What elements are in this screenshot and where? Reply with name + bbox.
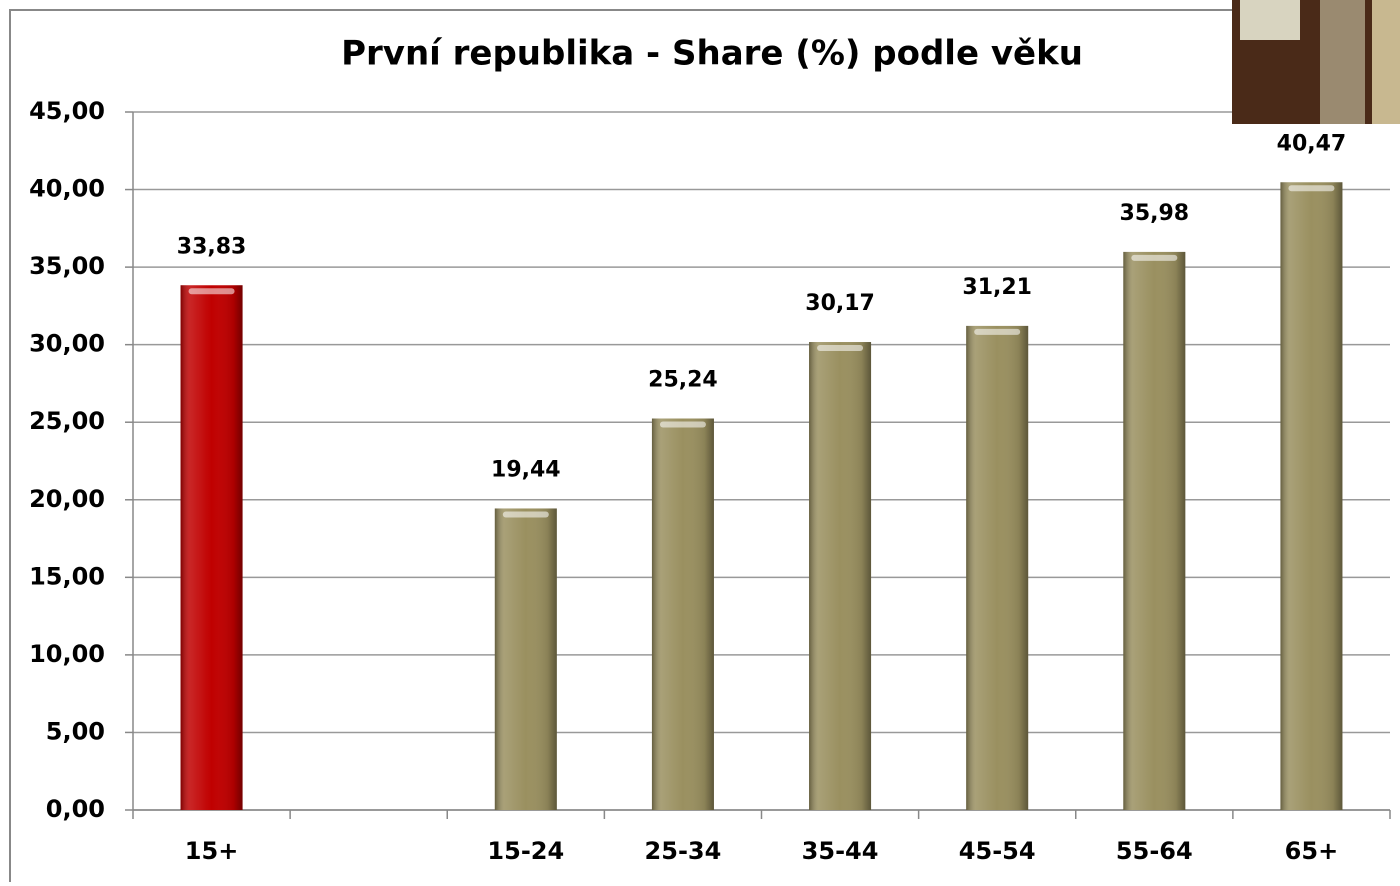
x-tick-label: 15+: [185, 837, 239, 865]
value-label: 25,24: [648, 367, 718, 392]
chart-frame: [9, 9, 1400, 886]
x-tick-label: 25-34: [645, 837, 722, 865]
x-tick-label: 65+: [1285, 837, 1339, 865]
value-label: 33,83: [177, 234, 247, 259]
bar-shade: [494, 508, 557, 810]
bar-shade: [809, 342, 872, 810]
bar-highlight: [659, 421, 706, 428]
value-label: 30,17: [805, 291, 875, 316]
y-tick-label: 5,00: [46, 717, 105, 745]
y-tick-label: 0,00: [46, 795, 105, 823]
x-tick-label: 55-64: [1116, 837, 1193, 865]
bar-highlight: [188, 288, 235, 295]
bar-shade: [1280, 182, 1343, 811]
y-tick-label: 15,00: [29, 562, 105, 590]
photo-thumbnail: [1232, 0, 1400, 124]
bar-shade: [966, 325, 1029, 810]
chart-title: První republika - Share (%) podle věku: [341, 34, 1083, 74]
bar-highlight: [974, 328, 1021, 335]
bar-highlight: [817, 345, 864, 352]
y-tick-label: 20,00: [29, 485, 105, 513]
bar-shade: [651, 418, 714, 810]
x-tick-label: 15-24: [487, 837, 564, 865]
y-tick-label: 45,00: [29, 97, 105, 125]
x-tick-label: 35-44: [802, 837, 879, 865]
value-label: 40,47: [1277, 131, 1347, 156]
bar-highlight: [502, 511, 549, 518]
bar-highlight: [1288, 185, 1335, 192]
y-tick-label: 10,00: [29, 640, 105, 668]
value-label: 19,44: [491, 457, 561, 482]
bar-highlight: [1131, 254, 1178, 261]
y-tick-label: 35,00: [29, 252, 105, 280]
x-tick-label: 45-54: [959, 837, 1036, 865]
y-tick-label: 25,00: [29, 407, 105, 435]
y-tick-label: 40,00: [29, 175, 105, 203]
value-label: 31,21: [962, 275, 1032, 300]
y-tick-label: 30,00: [29, 330, 105, 358]
bar-shade: [1123, 251, 1186, 810]
value-label: 35,98: [1120, 201, 1190, 226]
bar-shade: [180, 285, 243, 810]
